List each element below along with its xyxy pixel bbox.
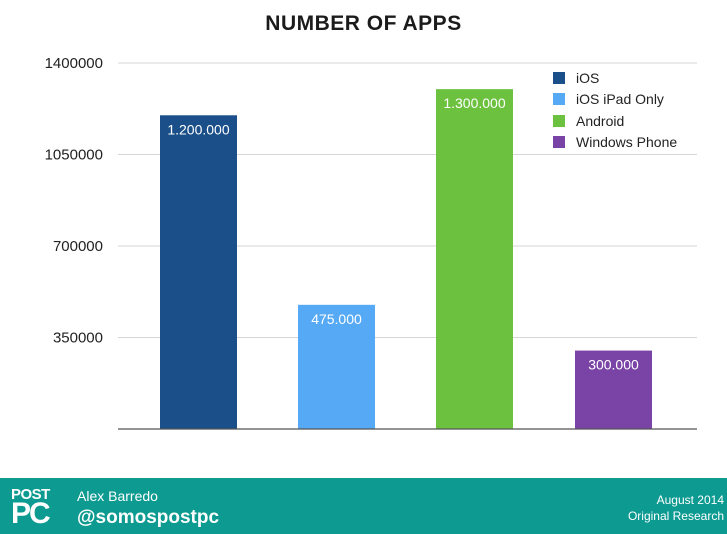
legend-swatch — [553, 93, 565, 106]
footer-banner: POST PC Alex Barredo @somospostpc August… — [0, 478, 727, 534]
postpc-logo: POST PC — [11, 486, 59, 530]
legend-swatch — [553, 71, 565, 84]
y-tick-label: 700000 — [53, 238, 103, 255]
bar-value-label: 1.300.000 — [443, 95, 505, 111]
legend-label: iOS iPad Only — [576, 91, 664, 108]
bar-value-label: 475.000 — [311, 311, 362, 327]
logo-top-text: POST — [11, 486, 50, 503]
bar-value-label: 1.200.000 — [167, 121, 229, 137]
publication-date: August 2014 — [656, 493, 724, 507]
chart-title: NUMBER OF APPS — [265, 12, 462, 35]
legend-item: Windows Phone — [553, 132, 677, 154]
legend-label: Android — [576, 112, 625, 129]
y-tick-label: 350000 — [53, 330, 103, 347]
logo-bottom-text: PC — [11, 497, 51, 530]
legend-item: Android — [553, 110, 677, 132]
bar-value-label: 300.000 — [588, 357, 639, 373]
legend-swatch — [553, 114, 565, 127]
chart-legend: iOS iOS iPad Only Android Windows Phone — [553, 67, 677, 153]
bar-windows-phone — [575, 350, 652, 429]
legend-item: iOS — [553, 67, 677, 89]
author-name: Alex Barredo — [77, 488, 158, 504]
bar-ios-ipad-only — [298, 304, 375, 429]
y-tick-label: 1050000 — [45, 147, 103, 164]
source-note: Original Research — [627, 509, 724, 523]
legend-label: Windows Phone — [576, 134, 678, 151]
y-tick-label: 1400000 — [45, 55, 103, 72]
legend-swatch — [553, 136, 565, 149]
bar-ios — [160, 115, 237, 430]
twitter-handle: @somospostpc — [77, 507, 220, 528]
bar-android — [436, 89, 513, 430]
legend-label: iOS — [576, 69, 600, 86]
bar-chart: 350000 700000 1050000 1400000 1.200.000 475.0… — [45, 55, 697, 430]
legend-item: iOS iPad Only — [553, 89, 677, 111]
